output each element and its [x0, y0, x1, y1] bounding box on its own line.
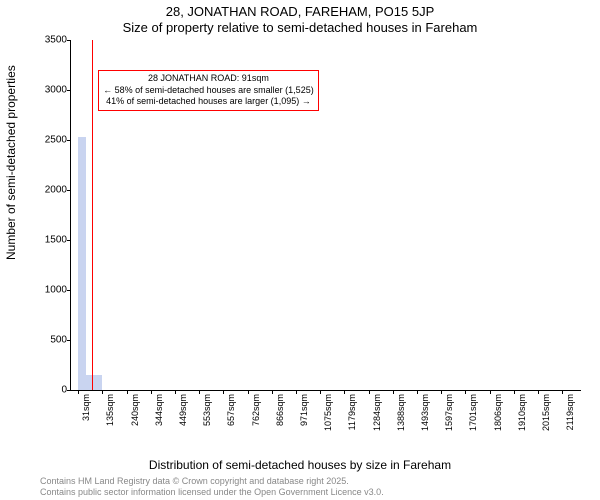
x-tick-mark — [441, 390, 442, 394]
x-axis-label: Distribution of semi-detached houses by … — [0, 458, 600, 472]
x-tick-label: 344sqm — [154, 394, 164, 426]
callout-line2: ← 58% of semi-detached houses are smalle… — [103, 85, 314, 97]
y-tick-mark — [67, 390, 71, 391]
y-tick-label: 1500 — [27, 235, 71, 246]
x-tick-label: 1597sqm — [444, 394, 454, 431]
x-tick-mark — [490, 390, 491, 394]
x-tick-label: 1388sqm — [396, 394, 406, 431]
y-tick-label: 2000 — [27, 185, 71, 196]
x-tick-label: 762sqm — [251, 394, 261, 426]
x-tick-label: 1493sqm — [420, 394, 430, 431]
y-tick-label: 2500 — [27, 135, 71, 146]
x-tick-label: 2119sqm — [565, 394, 575, 430]
callout-box: 28 JONATHAN ROAD: 91sqm← 58% of semi-det… — [98, 70, 319, 111]
x-tick-label: 657sqm — [226, 394, 236, 426]
x-tick-mark — [78, 390, 79, 394]
footer-line1: Contains HM Land Registry data © Crown c… — [40, 476, 384, 487]
x-tick-mark — [562, 390, 563, 394]
x-tick-label: 553sqm — [202, 394, 212, 426]
x-tick-mark — [175, 390, 176, 394]
x-tick-label: 866sqm — [275, 394, 285, 426]
x-tick-mark — [102, 390, 103, 394]
x-tick-mark — [223, 390, 224, 394]
x-tick-mark — [514, 390, 515, 394]
x-tick-mark — [151, 390, 152, 394]
y-tick-mark — [67, 340, 71, 341]
histogram-bar — [86, 375, 102, 390]
x-tick-label: 31sqm — [81, 394, 91, 421]
x-tick-label: 2015sqm — [541, 394, 551, 431]
x-tick-mark — [320, 390, 321, 394]
y-tick-mark — [67, 290, 71, 291]
callout-line3: 41% of semi-detached houses are larger (… — [103, 96, 314, 108]
x-tick-mark — [272, 390, 273, 394]
x-tick-label: 971sqm — [299, 394, 309, 426]
x-tick-mark — [344, 390, 345, 394]
chart-title-line2: Size of property relative to semi-detach… — [0, 20, 600, 35]
x-tick-label: 240sqm — [130, 394, 140, 426]
x-tick-label: 1910sqm — [517, 394, 527, 431]
y-tick-label: 0 — [27, 385, 71, 396]
x-tick-label: 449sqm — [178, 394, 188, 426]
y-tick-label: 1000 — [27, 285, 71, 296]
y-tick-label: 3500 — [27, 35, 71, 46]
x-tick-label: 1075sqm — [323, 394, 333, 431]
highlight-line — [92, 40, 93, 390]
x-tick-mark — [393, 390, 394, 394]
footer-attribution: Contains HM Land Registry data © Crown c… — [40, 476, 384, 498]
y-tick-mark — [67, 190, 71, 191]
x-tick-mark — [538, 390, 539, 394]
x-tick-mark — [248, 390, 249, 394]
y-tick-mark — [67, 240, 71, 241]
x-tick-label: 1701sqm — [468, 394, 478, 431]
x-tick-mark — [296, 390, 297, 394]
chart-container: 28, JONATHAN ROAD, FAREHAM, PO15 5JP Siz… — [0, 0, 600, 500]
y-tick-mark — [67, 90, 71, 91]
plot-area: 050010001500200025003000350031sqm135sqm2… — [70, 40, 581, 391]
footer-line2: Contains public sector information licen… — [40, 487, 384, 498]
x-tick-mark — [465, 390, 466, 394]
x-tick-mark — [127, 390, 128, 394]
x-tick-mark — [369, 390, 370, 394]
y-tick-label: 3000 — [27, 85, 71, 96]
x-tick-label: 1284sqm — [372, 394, 382, 431]
y-tick-label: 500 — [27, 335, 71, 346]
x-tick-label: 135sqm — [105, 394, 115, 426]
y-axis-label: Number of semi-detached properties — [4, 65, 18, 260]
histogram-bar — [78, 137, 86, 390]
y-tick-mark — [67, 140, 71, 141]
y-tick-mark — [67, 40, 71, 41]
x-tick-label: 1806sqm — [493, 394, 503, 431]
callout-line1: 28 JONATHAN ROAD: 91sqm — [103, 73, 314, 85]
x-tick-label: 1179sqm — [347, 394, 357, 430]
x-tick-mark — [199, 390, 200, 394]
chart-title-line1: 28, JONATHAN ROAD, FAREHAM, PO15 5JP — [0, 4, 600, 19]
x-tick-mark — [417, 390, 418, 394]
